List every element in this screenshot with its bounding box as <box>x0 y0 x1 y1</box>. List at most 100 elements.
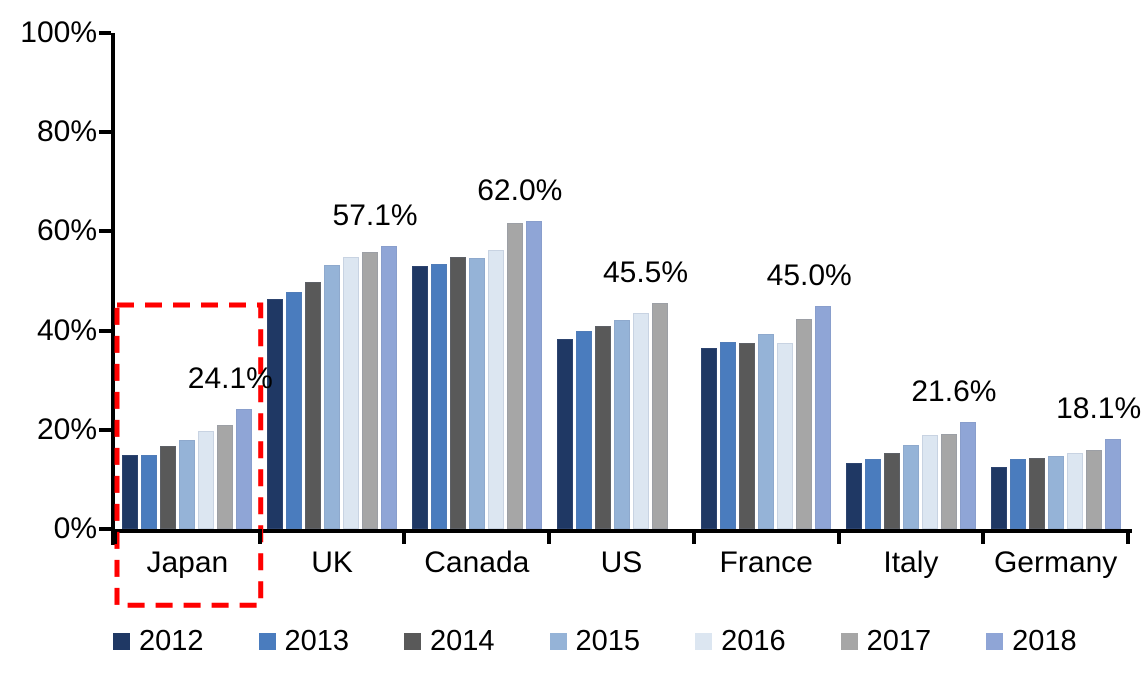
bar-germany-2012 <box>990 466 1007 529</box>
legend-item-2013: 2013 <box>258 625 350 657</box>
legend-item-2015: 2015 <box>549 625 641 657</box>
y-tick-label: 80% <box>36 115 97 149</box>
x-tick-mark <box>547 529 552 544</box>
bar-japan-2018 <box>236 409 253 529</box>
y-tick-label: 20% <box>36 412 97 446</box>
bar-us-2015 <box>613 320 630 529</box>
y-tick-mark <box>99 130 111 135</box>
legend-item-2017: 2017 <box>840 625 932 657</box>
data-label-italy: 21.6% <box>911 374 997 408</box>
bar-france-2017 <box>796 318 813 529</box>
bar-italy-2017 <box>940 433 957 529</box>
bar-germany-2017 <box>1085 450 1102 529</box>
legend-swatch-2014 <box>404 632 422 650</box>
legend-item-2018: 2018 <box>986 626 1077 656</box>
legend-label: 2013 <box>284 625 350 657</box>
bar-canada-2015 <box>468 258 485 529</box>
bar-uk-2017 <box>362 252 379 529</box>
bar-uk-2014 <box>305 281 322 529</box>
x-tick-mark <box>836 529 841 544</box>
bar-uk-2015 <box>324 265 341 529</box>
data-label-uk: 57.1% <box>332 198 418 232</box>
legend-label: 2015 <box>575 625 641 657</box>
bar-uk-2012 <box>267 299 284 529</box>
y-axis-line <box>111 33 115 545</box>
category-label-france: France <box>719 546 813 579</box>
y-tick-label: 0% <box>53 512 97 545</box>
data-label-germany: 18.1% <box>1056 392 1142 426</box>
y-tick-mark <box>99 427 111 432</box>
data-label-canada: 62.0% <box>477 174 563 208</box>
x-tick-mark <box>113 529 117 544</box>
bar-canada-2012 <box>411 266 428 529</box>
legend-item-2012: 2012 <box>113 626 204 656</box>
x-tick-mark <box>402 529 407 544</box>
legend-swatch-2018 <box>986 632 1004 650</box>
bar-us-2017 <box>651 303 668 529</box>
legend-label: 2017 <box>866 625 932 657</box>
bar-us-2012 <box>556 339 573 529</box>
bar-japan-2016 <box>198 430 215 529</box>
bar-uk-2013 <box>286 292 303 529</box>
bar-japan-2012 <box>122 455 139 529</box>
category-label-italy: Italy <box>883 546 939 579</box>
legend-swatch-2015 <box>549 632 567 650</box>
category-label-us: US <box>600 546 643 579</box>
bar-canada-2018 <box>525 221 542 529</box>
bar-us-2016 <box>632 312 649 529</box>
y-tick-label: 40% <box>36 313 97 347</box>
bar-france-2015 <box>758 334 775 529</box>
bar-canada-2017 <box>506 223 523 529</box>
x-axis-line <box>111 529 1132 533</box>
bar-italy-2013 <box>864 458 881 529</box>
legend-item-2016: 2016 <box>695 626 786 656</box>
bar-uk-2016 <box>343 256 360 529</box>
x-tick-mark <box>257 529 262 544</box>
bar-japan-2014 <box>160 446 177 529</box>
y-tick-mark <box>99 229 111 234</box>
legend-swatch-2013 <box>258 632 276 650</box>
legend-label: 2012 <box>139 625 204 657</box>
category-label-japan: Japan <box>146 546 229 579</box>
data-label-japan: 24.1% <box>187 362 273 396</box>
data-label-us: 45.5% <box>602 256 689 290</box>
bar-japan-2013 <box>141 454 158 529</box>
bar-italy-2014 <box>883 453 900 529</box>
y-tick-label: 60% <box>36 214 97 248</box>
y-tick-label: 100% <box>20 16 97 49</box>
bar-italy-2015 <box>902 445 919 529</box>
x-tick-mark <box>691 529 696 544</box>
y-tick-mark <box>99 527 111 531</box>
legend-label: 2016 <box>721 625 786 657</box>
bar-italy-2018 <box>959 421 976 529</box>
bar-japan-2015 <box>179 439 196 529</box>
bar-japan-2017 <box>217 424 234 529</box>
bar-germany-2015 <box>1047 456 1064 529</box>
bar-france-2012 <box>701 347 718 529</box>
bar-canada-2016 <box>487 250 504 529</box>
bar-france-2013 <box>720 342 737 529</box>
bar-us-2013 <box>575 330 592 529</box>
bar-france-2016 <box>777 343 794 529</box>
bar-canada-2014 <box>449 257 466 529</box>
bar-france-2014 <box>739 342 756 529</box>
data-label-france: 45.0% <box>766 258 852 292</box>
legend-swatch-2017 <box>840 632 858 650</box>
legend: 2012 2013 2014 2015 2016 2017 2018 <box>113 626 1132 656</box>
category-label-uk: UK <box>311 546 353 579</box>
category-label-canada: Canada <box>424 546 530 579</box>
x-tick-mark <box>981 529 986 544</box>
bar-italy-2012 <box>845 463 862 529</box>
x-tick-mark <box>1125 529 1130 544</box>
legend-item-2014: 2014 <box>404 626 495 656</box>
legend-label: 2014 <box>430 625 495 657</box>
bar-uk-2018 <box>381 245 398 529</box>
y-tick-mark <box>99 31 111 35</box>
legend-label: 2018 <box>1012 625 1077 657</box>
bar-france-2018 <box>815 305 832 529</box>
bar-germany-2016 <box>1066 453 1083 529</box>
bar-italy-2016 <box>921 434 938 529</box>
plot-area: 0% 20% 40% 60% 80% 100% Japan UK Canada US France I… <box>20 17 1141 608</box>
legend-swatch-2012 <box>113 632 130 650</box>
